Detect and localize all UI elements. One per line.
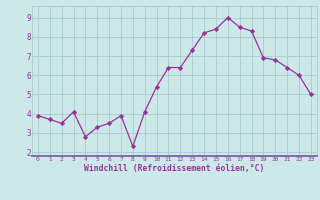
X-axis label: Windchill (Refroidissement éolien,°C): Windchill (Refroidissement éolien,°C) bbox=[84, 164, 265, 173]
